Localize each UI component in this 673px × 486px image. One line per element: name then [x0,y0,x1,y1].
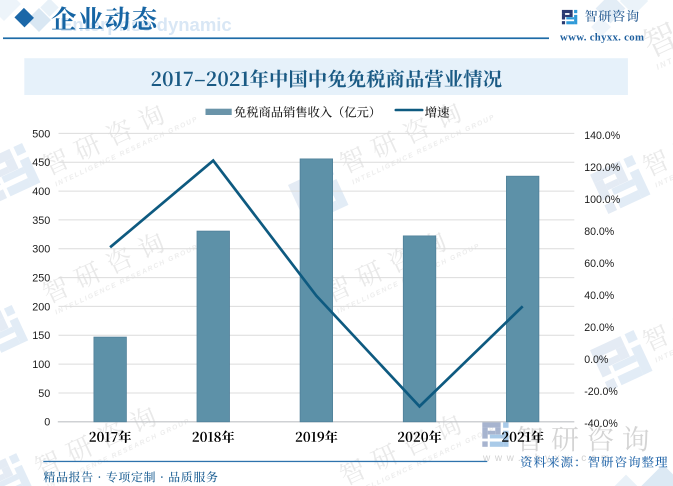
svg-text:100.0%: 100.0% [584,194,621,206]
svg-text:200: 200 [32,301,50,313]
svg-text:40.0%: 40.0% [584,290,615,302]
svg-text:-20.0%: -20.0% [584,386,618,398]
svg-text:120.0%: 120.0% [584,162,621,174]
svg-text:0: 0 [44,417,50,429]
svg-text:100: 100 [32,359,50,371]
svg-text:0.0%: 0.0% [584,354,609,366]
svg-text:-40.0%: -40.0% [584,418,618,430]
svg-text:www.chyxx.com: www.chyxx.com [482,453,614,464]
svg-text:450: 450 [32,157,50,169]
svg-text:300: 300 [32,244,50,256]
svg-text:www. chyxx. com: www. chyxx. com [560,31,644,43]
svg-text:150: 150 [32,330,50,342]
svg-text:250: 250 [32,273,50,285]
svg-text:140.0%: 140.0% [584,130,621,142]
svg-text:50: 50 [38,388,50,400]
svg-text:500: 500 [32,128,50,140]
svg-text:80.0%: 80.0% [584,226,615,238]
svg-text:20.0%: 20.0% [584,322,615,334]
svg-text:350: 350 [32,215,50,227]
svg-text:60.0%: 60.0% [584,258,615,270]
svg-text:400: 400 [32,186,50,198]
